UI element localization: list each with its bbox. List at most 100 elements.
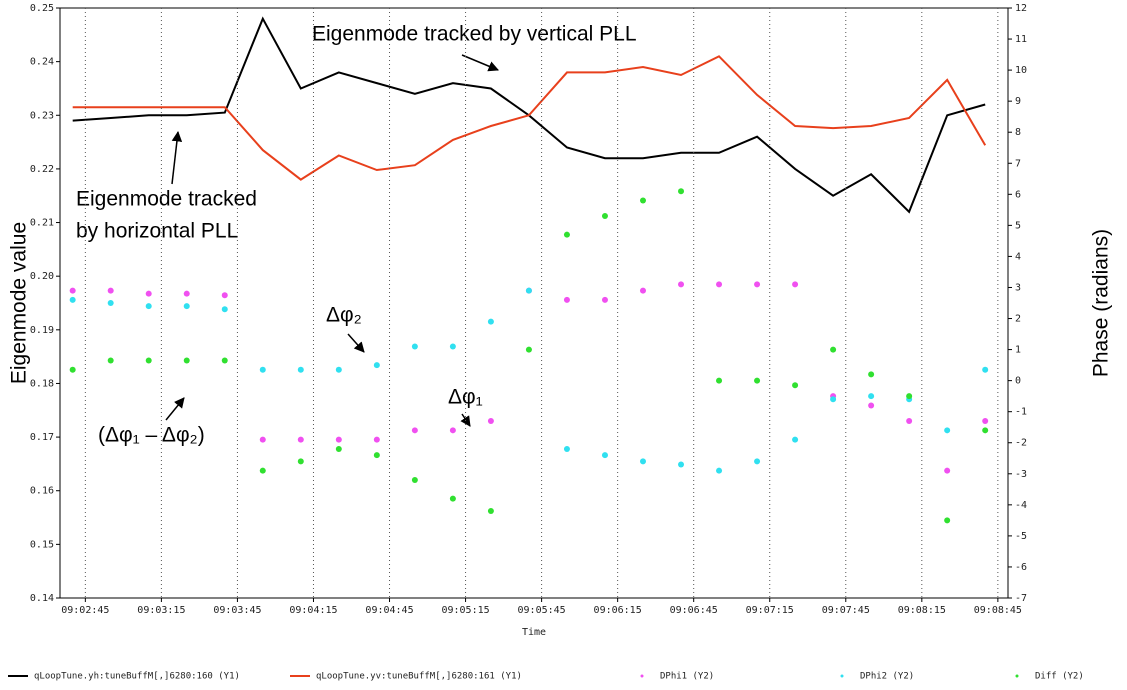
x-tick-label: 09:08:15	[898, 605, 946, 616]
point	[335, 366, 342, 373]
y2-tick-label: 1	[1015, 345, 1021, 356]
point	[868, 371, 875, 378]
point	[297, 436, 304, 443]
x-tick-label: 09:03:15	[137, 605, 185, 616]
plot-area	[59, 7, 1009, 599]
y-tick-label: 0.24	[30, 57, 54, 68]
legend-label: Diff (Y2)	[1035, 672, 1084, 682]
legend-label: DPhi1 (Y2)	[660, 672, 714, 682]
point	[563, 296, 570, 303]
x-tick-label: 09:07:45	[822, 605, 870, 616]
point	[69, 287, 76, 294]
point	[411, 477, 418, 483]
point	[487, 418, 494, 424]
y2-tick-label: 7	[1015, 158, 1021, 169]
x-tick-label: 09:04:15	[289, 605, 337, 616]
point	[678, 281, 685, 288]
y-tick-label: 0.14	[30, 593, 54, 604]
annotation: Δφ₁	[448, 386, 483, 409]
point	[982, 427, 989, 434]
point	[69, 366, 76, 373]
y2-tick-label: -4	[1015, 500, 1027, 511]
point	[792, 281, 799, 288]
point	[944, 517, 951, 524]
point	[373, 452, 380, 459]
point	[449, 427, 456, 434]
y-tick-label: 0.21	[30, 218, 54, 229]
x-tick-label: 09:07:15	[746, 605, 794, 616]
point	[754, 458, 761, 465]
y2-tick-label: 8	[1015, 127, 1021, 138]
point	[754, 281, 761, 288]
point	[678, 188, 685, 195]
point	[639, 458, 646, 465]
point	[259, 366, 266, 373]
point	[259, 436, 266, 443]
y2-tick-label: 4	[1015, 251, 1021, 262]
x-tick-label: 09:06:45	[670, 605, 718, 616]
point	[107, 357, 114, 364]
point	[944, 427, 951, 434]
point	[183, 290, 190, 297]
arrow	[461, 54, 499, 72]
point	[639, 287, 646, 294]
marks	[69, 16, 989, 524]
y2-tick-label: 6	[1015, 189, 1021, 200]
point	[525, 346, 532, 353]
y2-tick-label: 11	[1015, 34, 1027, 45]
x-tick-label: 09:02:45	[61, 605, 109, 616]
point	[335, 436, 342, 443]
point	[868, 393, 875, 400]
annotation: Eigenmode tracked by vertical PLL	[312, 23, 637, 46]
point	[69, 296, 76, 303]
y2-tick-label: -5	[1015, 531, 1027, 542]
arrow	[347, 333, 365, 353]
y-tick-label: 0.20	[30, 271, 54, 282]
y2-tick-label: -2	[1015, 438, 1027, 449]
series-line	[72, 55, 987, 181]
y-tick-label: 0.25	[30, 3, 54, 14]
legend-swatch	[640, 674, 644, 678]
point	[906, 393, 913, 400]
annotation: (Δφ₁ – Δφ₂)	[98, 424, 205, 447]
y2-tick-label: 3	[1015, 282, 1021, 293]
y-tick-label: 0.23	[30, 110, 54, 121]
arrow	[171, 130, 183, 185]
y2-tick-label: -1	[1015, 407, 1027, 418]
y-tick-label: 0.19	[30, 325, 54, 336]
point	[145, 357, 152, 364]
y2-tick-label: 12	[1015, 3, 1027, 14]
point	[297, 458, 304, 465]
point	[373, 362, 380, 369]
point	[792, 382, 799, 389]
y2-tick-label: 10	[1015, 65, 1027, 76]
x-tick-label: 09:03:45	[213, 605, 261, 616]
x-tick-label: 09:06:15	[594, 605, 642, 616]
y2-tick-label: 2	[1015, 314, 1021, 325]
y2-tick-label: 9	[1015, 96, 1021, 107]
point	[449, 343, 456, 350]
point	[716, 377, 723, 384]
point	[982, 418, 989, 424]
point	[601, 213, 608, 220]
point	[792, 436, 799, 443]
point	[145, 290, 152, 297]
y-tick-label: 0.18	[30, 378, 54, 389]
arrow	[165, 397, 185, 421]
point	[107, 287, 114, 294]
y2-axis-label: Phase (radians)	[1090, 229, 1113, 377]
legend-swatch	[1015, 674, 1019, 678]
point	[906, 418, 913, 424]
point	[221, 306, 228, 313]
point	[982, 366, 989, 373]
point	[525, 287, 532, 294]
y2-tick-label: 0	[1015, 376, 1021, 387]
point	[183, 303, 190, 310]
legend-label: DPhi2 (Y2)	[860, 672, 914, 682]
y-axis-label: Eigenmode value	[8, 222, 31, 384]
point	[297, 366, 304, 373]
point	[107, 300, 114, 306]
point	[678, 461, 685, 468]
point	[183, 357, 190, 364]
